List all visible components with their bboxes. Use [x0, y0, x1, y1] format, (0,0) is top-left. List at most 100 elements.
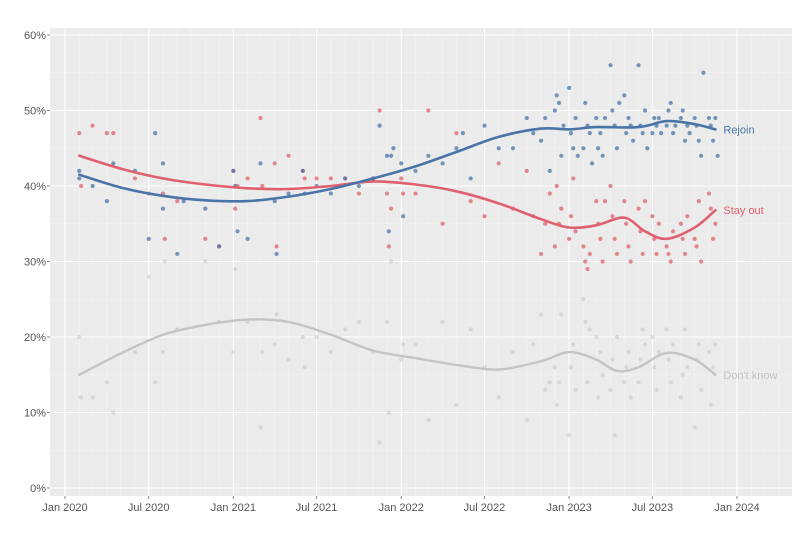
data-point — [612, 236, 617, 241]
data-point — [587, 251, 592, 257]
trend-lines — [78, 119, 717, 376]
data-point — [699, 259, 704, 264]
data-point — [610, 214, 615, 219]
data-point — [636, 206, 641, 211]
data-point — [708, 402, 713, 408]
data-point — [713, 115, 718, 121]
x-tick-label: Jul 2021 — [296, 502, 338, 514]
data-point — [642, 199, 648, 204]
data-point — [687, 131, 692, 136]
x-tick-label: Jan 2023 — [546, 502, 591, 514]
data-point — [581, 244, 586, 249]
data-point — [356, 319, 362, 324]
x-tick-label: Jul 2022 — [464, 502, 506, 514]
data-point — [594, 334, 599, 340]
data-point — [701, 70, 706, 75]
data-point — [666, 108, 671, 113]
x-tick-label: Jan 2022 — [379, 502, 424, 514]
data-point — [636, 380, 641, 385]
data-point — [274, 244, 279, 249]
data-point — [583, 259, 588, 264]
data-point — [233, 266, 238, 272]
data-point — [614, 146, 620, 151]
data-point — [104, 131, 109, 136]
data-point — [377, 108, 382, 113]
data-point — [543, 387, 548, 392]
data-point — [328, 176, 333, 181]
data-point — [132, 176, 138, 181]
data-point — [710, 236, 716, 241]
y-tick-label: 30% — [24, 257, 46, 269]
data-point — [77, 176, 82, 181]
data-point — [399, 161, 404, 166]
data-point — [640, 327, 645, 332]
data-point — [692, 236, 697, 241]
data-point — [595, 395, 601, 400]
data-point — [598, 236, 603, 241]
data-point — [614, 251, 620, 257]
data-point — [626, 244, 631, 249]
data-point — [400, 214, 406, 219]
data-point — [682, 327, 688, 332]
data-point — [587, 131, 592, 136]
data-point — [153, 380, 158, 385]
data-point — [610, 108, 615, 113]
data-point — [386, 229, 391, 234]
data-point — [413, 168, 418, 173]
data-point — [454, 402, 459, 408]
data-point — [559, 312, 564, 317]
data-point — [642, 342, 648, 347]
data-point — [552, 108, 557, 113]
data-point — [636, 63, 641, 68]
data-point — [668, 380, 673, 385]
data-point — [524, 168, 529, 173]
data-point — [482, 123, 487, 128]
data-point — [608, 183, 613, 189]
data-point — [235, 229, 240, 234]
data-point — [90, 183, 95, 189]
trend-line — [78, 154, 717, 241]
data-point — [389, 153, 394, 158]
data-point — [300, 334, 305, 340]
data-point — [696, 342, 701, 347]
data-point — [132, 350, 138, 355]
data-point — [302, 365, 307, 370]
data-point — [668, 259, 673, 264]
data-point — [153, 131, 158, 136]
data-point — [343, 176, 348, 181]
data-point — [531, 342, 536, 347]
data-point — [706, 350, 712, 355]
data-point — [630, 138, 636, 143]
x-tick-label: Jul 2020 — [128, 502, 170, 514]
data-point — [626, 350, 631, 355]
data-point — [426, 108, 431, 113]
data-point — [245, 236, 250, 241]
data-point — [231, 168, 236, 173]
data-point — [650, 214, 655, 219]
data-point — [598, 350, 603, 355]
data-point — [400, 342, 406, 347]
data-point — [314, 334, 319, 340]
data-point — [547, 168, 552, 173]
data-point — [426, 153, 431, 158]
data-point — [640, 131, 645, 136]
trend-line — [78, 318, 717, 376]
data-point — [111, 131, 116, 136]
data-point — [583, 319, 588, 324]
data-point — [454, 146, 459, 151]
data-point — [468, 199, 473, 204]
data-point — [561, 123, 566, 128]
data-point — [440, 161, 445, 166]
data-point — [482, 214, 487, 219]
data-point — [77, 334, 82, 340]
data-point — [659, 131, 664, 136]
data-point — [715, 153, 720, 158]
data-point — [203, 259, 208, 264]
data-point — [377, 123, 382, 128]
data-point — [272, 199, 277, 204]
data-point — [692, 115, 697, 121]
data-point — [286, 357, 291, 362]
data-point — [598, 131, 603, 136]
data-point — [587, 327, 592, 332]
data-point — [581, 146, 586, 151]
